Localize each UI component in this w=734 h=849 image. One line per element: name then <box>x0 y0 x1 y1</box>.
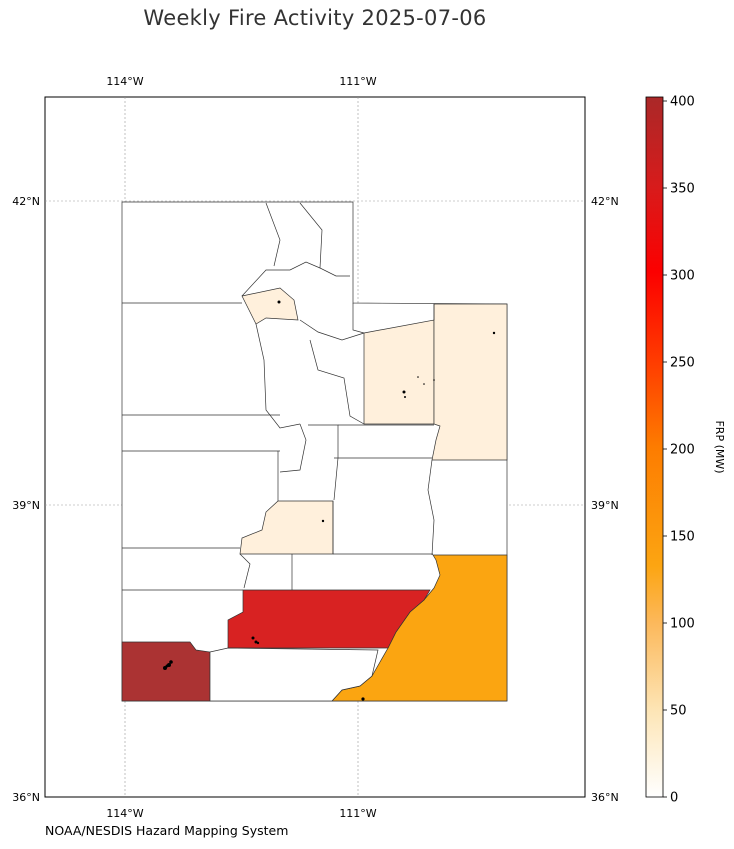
colorbar-tick-label: 150 <box>670 530 695 545</box>
colorbar-tick-label: 300 <box>670 269 695 284</box>
lon-tick-top-111: 111°W <box>339 75 376 88</box>
lon-tick-top-114: 114°W <box>106 75 143 88</box>
county-weber <box>241 287 299 325</box>
colorbar-tick-label: 50 <box>670 704 687 719</box>
county-duchesne <box>363 319 435 425</box>
lat-tick-right-42: 42°N <box>591 195 619 208</box>
map-title: Weekly Fire Activity 2025-07-06 <box>143 6 487 30</box>
lat-tick-right-36: 36°N <box>591 791 619 804</box>
county-garfield <box>227 589 431 649</box>
county-uintah <box>431 303 508 461</box>
fire-detections <box>163 300 496 701</box>
lon-tick-bottom-114: 114°W <box>106 807 143 820</box>
lat-tick-right-39: 39°N <box>591 499 619 512</box>
county-san-juan <box>331 554 508 702</box>
lat-tick-left-36: 36°N <box>12 791 40 804</box>
lon-tick-bottom-111: 111°W <box>339 807 376 820</box>
colorbar-ticks: 0 50 100 150 200 250 300 350 400 <box>663 95 695 806</box>
lat-tick-left-42: 42°N <box>12 195 40 208</box>
colorbar-tick-label: 400 <box>670 95 695 110</box>
colorbar-tick-label: 350 <box>670 182 695 197</box>
utah-counties <box>121 201 508 702</box>
colorbar-tick-label: 250 <box>670 356 695 371</box>
colorbar <box>645 96 664 798</box>
colorbar-label: FRP (MW) <box>713 420 726 473</box>
colorbar-tick-label: 100 <box>670 617 695 632</box>
lat-tick-left-39: 39°N <box>12 499 40 512</box>
county-washington <box>121 641 211 702</box>
source-credit: NOAA/NESDIS Hazard Mapping System <box>45 823 289 838</box>
colorbar-tick-label: 200 <box>670 443 695 458</box>
colorbar-tick-label: 0 <box>670 791 678 806</box>
county-kane <box>209 647 379 702</box>
